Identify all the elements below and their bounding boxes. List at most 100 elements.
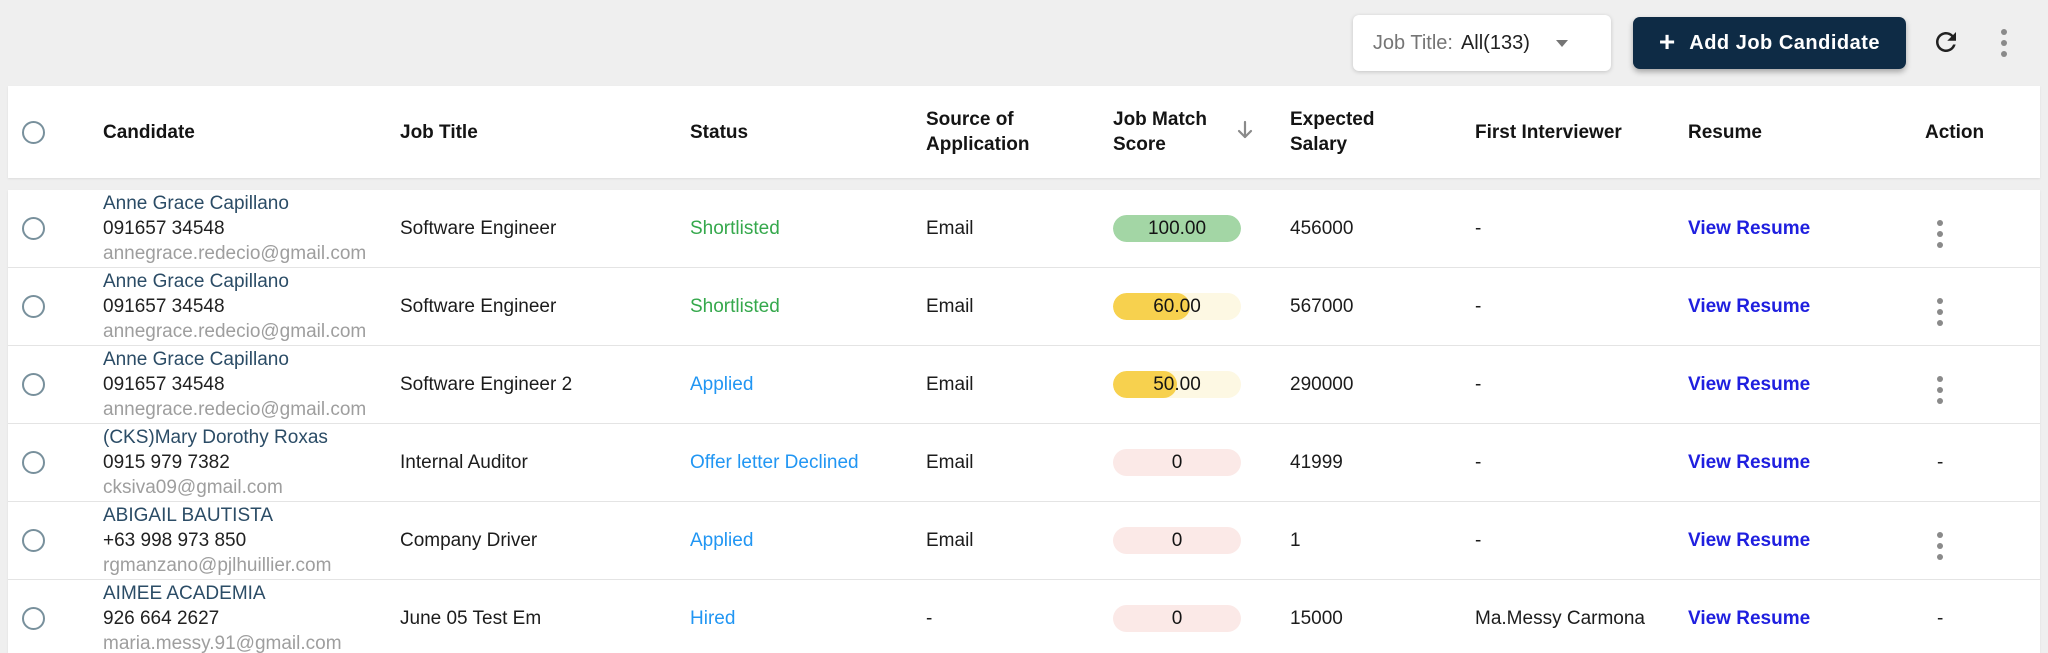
row-checkbox[interactable]	[22, 607, 45, 630]
job-title-cell: Software Engineer	[400, 295, 557, 317]
candidate-name[interactable]: AIMEE ACADEMIA	[103, 583, 266, 604]
kebab-menu-icon	[1937, 297, 1943, 326]
row-checkbox[interactable]	[22, 529, 45, 552]
source-cell: Email	[926, 295, 974, 317]
action-cell: -	[1925, 452, 2040, 474]
action-cell	[1925, 522, 2040, 560]
interviewer-cell: -	[1475, 295, 1482, 317]
salary-cell: 567000	[1290, 295, 1354, 317]
source-cell: -	[926, 607, 933, 629]
column-header-score[interactable]: Job Match Score	[1113, 107, 1290, 157]
salary-cell: 290000	[1290, 373, 1354, 395]
kebab-menu-icon	[1937, 531, 1943, 560]
chevron-down-icon	[1555, 39, 1568, 47]
candidate-name[interactable]: ABIGAIL BAUTISTA	[103, 505, 273, 526]
score-pill: 0	[1113, 449, 1241, 476]
row-menu-button[interactable]	[1937, 297, 1943, 326]
salary-cell: 1	[1290, 529, 1301, 551]
view-resume-link[interactable]: View Resume	[1688, 217, 1811, 239]
refresh-button[interactable]	[1924, 21, 1968, 65]
candidate-cell: Anne Grace Capillano 091657 34548 annegr…	[103, 269, 400, 344]
row-checkbox[interactable]	[22, 373, 45, 396]
candidate-phone: 926 664 2627	[103, 608, 220, 629]
column-header-resume[interactable]: Resume	[1688, 121, 1762, 143]
score-pill: 0	[1113, 605, 1241, 632]
table-row: ABIGAIL BAUTISTA +63 998 973 850 rgmanza…	[8, 502, 2040, 580]
row-menu-button[interactable]	[1937, 219, 1943, 248]
interviewer-cell: -	[1475, 217, 1482, 239]
job-title-filter-label: Job Title:	[1372, 31, 1453, 54]
candidate-cell: (CKS)Mary Dorothy Roxas 0915 979 7382 ck…	[103, 425, 400, 500]
action-cell	[1925, 366, 2040, 404]
row-checkbox[interactable]	[22, 217, 45, 240]
add-job-candidate-button[interactable]: + Add Job Candidate	[1632, 17, 1906, 69]
source-cell: Email	[926, 529, 974, 551]
toolbar-more-options-button[interactable]	[1982, 21, 2026, 65]
table-header: Candidate Job Title Status Source of App…	[8, 86, 2040, 178]
status-text: Shortlisted	[690, 295, 780, 317]
row-checkbox[interactable]	[22, 295, 45, 318]
job-title-filter-dropdown[interactable]: Job Title: All(133)	[1352, 15, 1611, 71]
plus-icon: +	[1658, 26, 1676, 57]
action-cell	[1925, 288, 2040, 326]
score-value: 100.00	[1147, 217, 1207, 239]
table-body: Anne Grace Capillano 091657 34548 annegr…	[8, 190, 2040, 653]
score-pill-fill	[1113, 215, 1241, 242]
candidate-cell: ABIGAIL BAUTISTA +63 998 973 850 rgmanza…	[103, 503, 400, 578]
salary-cell: 41999	[1290, 451, 1343, 473]
candidate-name[interactable]: Anne Grace Capillano	[103, 349, 289, 370]
row-menu-button[interactable]	[1937, 531, 1943, 560]
interviewer-cell: -	[1475, 373, 1482, 395]
column-header-job-title[interactable]: Job Title	[400, 121, 478, 143]
select-all-checkbox[interactable]	[22, 120, 45, 144]
score-value: 60.00	[1153, 295, 1201, 317]
action-dash: -	[1937, 607, 1944, 629]
column-header-action: Action	[1925, 121, 1985, 143]
refresh-icon	[1931, 27, 1961, 60]
sort-desc-arrow-icon[interactable]	[1233, 118, 1257, 147]
status-text: Hired	[690, 607, 736, 629]
column-header-candidate[interactable]: Candidate	[103, 121, 195, 143]
score-pill-fill	[1113, 371, 1177, 398]
source-cell: Email	[926, 217, 974, 239]
score-pill: 100.00	[1113, 215, 1241, 242]
candidate-phone: 091657 34548	[103, 374, 225, 395]
status-text: Applied	[690, 529, 754, 551]
job-title-filter-value: All(133)	[1460, 31, 1530, 54]
candidate-cell: Anne Grace Capillano 091657 34548 annegr…	[103, 191, 400, 266]
column-header-salary[interactable]: Expected Salary	[1290, 109, 1375, 155]
table-row: AIMEE ACADEMIA 926 664 2627 maria.messy.…	[8, 580, 2040, 653]
score-pill: 50.00	[1113, 371, 1241, 398]
view-resume-link[interactable]: View Resume	[1688, 529, 1811, 551]
kebab-menu-icon	[2001, 29, 2007, 57]
candidate-cell: AIMEE ACADEMIA 926 664 2627 maria.messy.…	[103, 581, 400, 653]
score-value: 0	[1171, 529, 1183, 551]
candidate-email: annegrace.redecio@gmail.com	[103, 321, 367, 342]
action-cell: -	[1925, 608, 2040, 630]
view-resume-link[interactable]: View Resume	[1688, 607, 1811, 629]
row-menu-button[interactable]	[1937, 375, 1943, 404]
kebab-menu-icon	[1937, 375, 1943, 404]
table-row: Anne Grace Capillano 091657 34548 annegr…	[8, 190, 2040, 268]
column-header-interviewer[interactable]: First Interviewer	[1475, 121, 1622, 143]
status-text: Applied	[690, 373, 754, 395]
candidate-name[interactable]: (CKS)Mary Dorothy Roxas	[103, 427, 328, 448]
score-pill: 0	[1113, 527, 1241, 554]
table-row: (CKS)Mary Dorothy Roxas 0915 979 7382 ck…	[8, 424, 2040, 502]
view-resume-link[interactable]: View Resume	[1688, 295, 1811, 317]
candidate-name[interactable]: Anne Grace Capillano	[103, 193, 289, 214]
view-resume-link[interactable]: View Resume	[1688, 451, 1811, 473]
column-header-source[interactable]: Source of Application	[926, 109, 1030, 155]
score-value: 50.00	[1153, 373, 1201, 395]
candidate-name[interactable]: Anne Grace Capillano	[103, 271, 289, 292]
salary-cell: 15000	[1290, 607, 1343, 629]
job-title-cell: Software Engineer	[400, 217, 557, 239]
table-row: Anne Grace Capillano 091657 34548 annegr…	[8, 346, 2040, 424]
column-header-status[interactable]: Status	[690, 121, 749, 143]
row-checkbox[interactable]	[22, 451, 45, 474]
interviewer-cell: -	[1475, 529, 1482, 551]
table-row: Anne Grace Capillano 091657 34548 annegr…	[8, 268, 2040, 346]
candidate-email: annegrace.redecio@gmail.com	[103, 399, 367, 420]
view-resume-link[interactable]: View Resume	[1688, 373, 1811, 395]
status-text: Offer letter Declined	[690, 451, 859, 473]
